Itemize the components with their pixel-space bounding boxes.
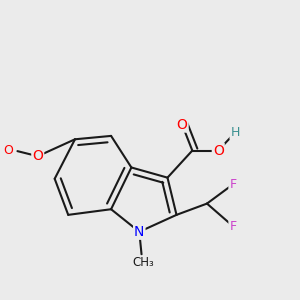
Text: O: O [213,144,224,158]
Text: F: F [230,178,236,191]
Text: O: O [4,144,14,157]
Text: O: O [177,118,188,132]
Text: F: F [230,220,236,232]
Text: H: H [230,126,240,139]
Text: N: N [134,225,145,239]
Text: O: O [32,149,43,163]
Text: CH₃: CH₃ [132,256,154,269]
